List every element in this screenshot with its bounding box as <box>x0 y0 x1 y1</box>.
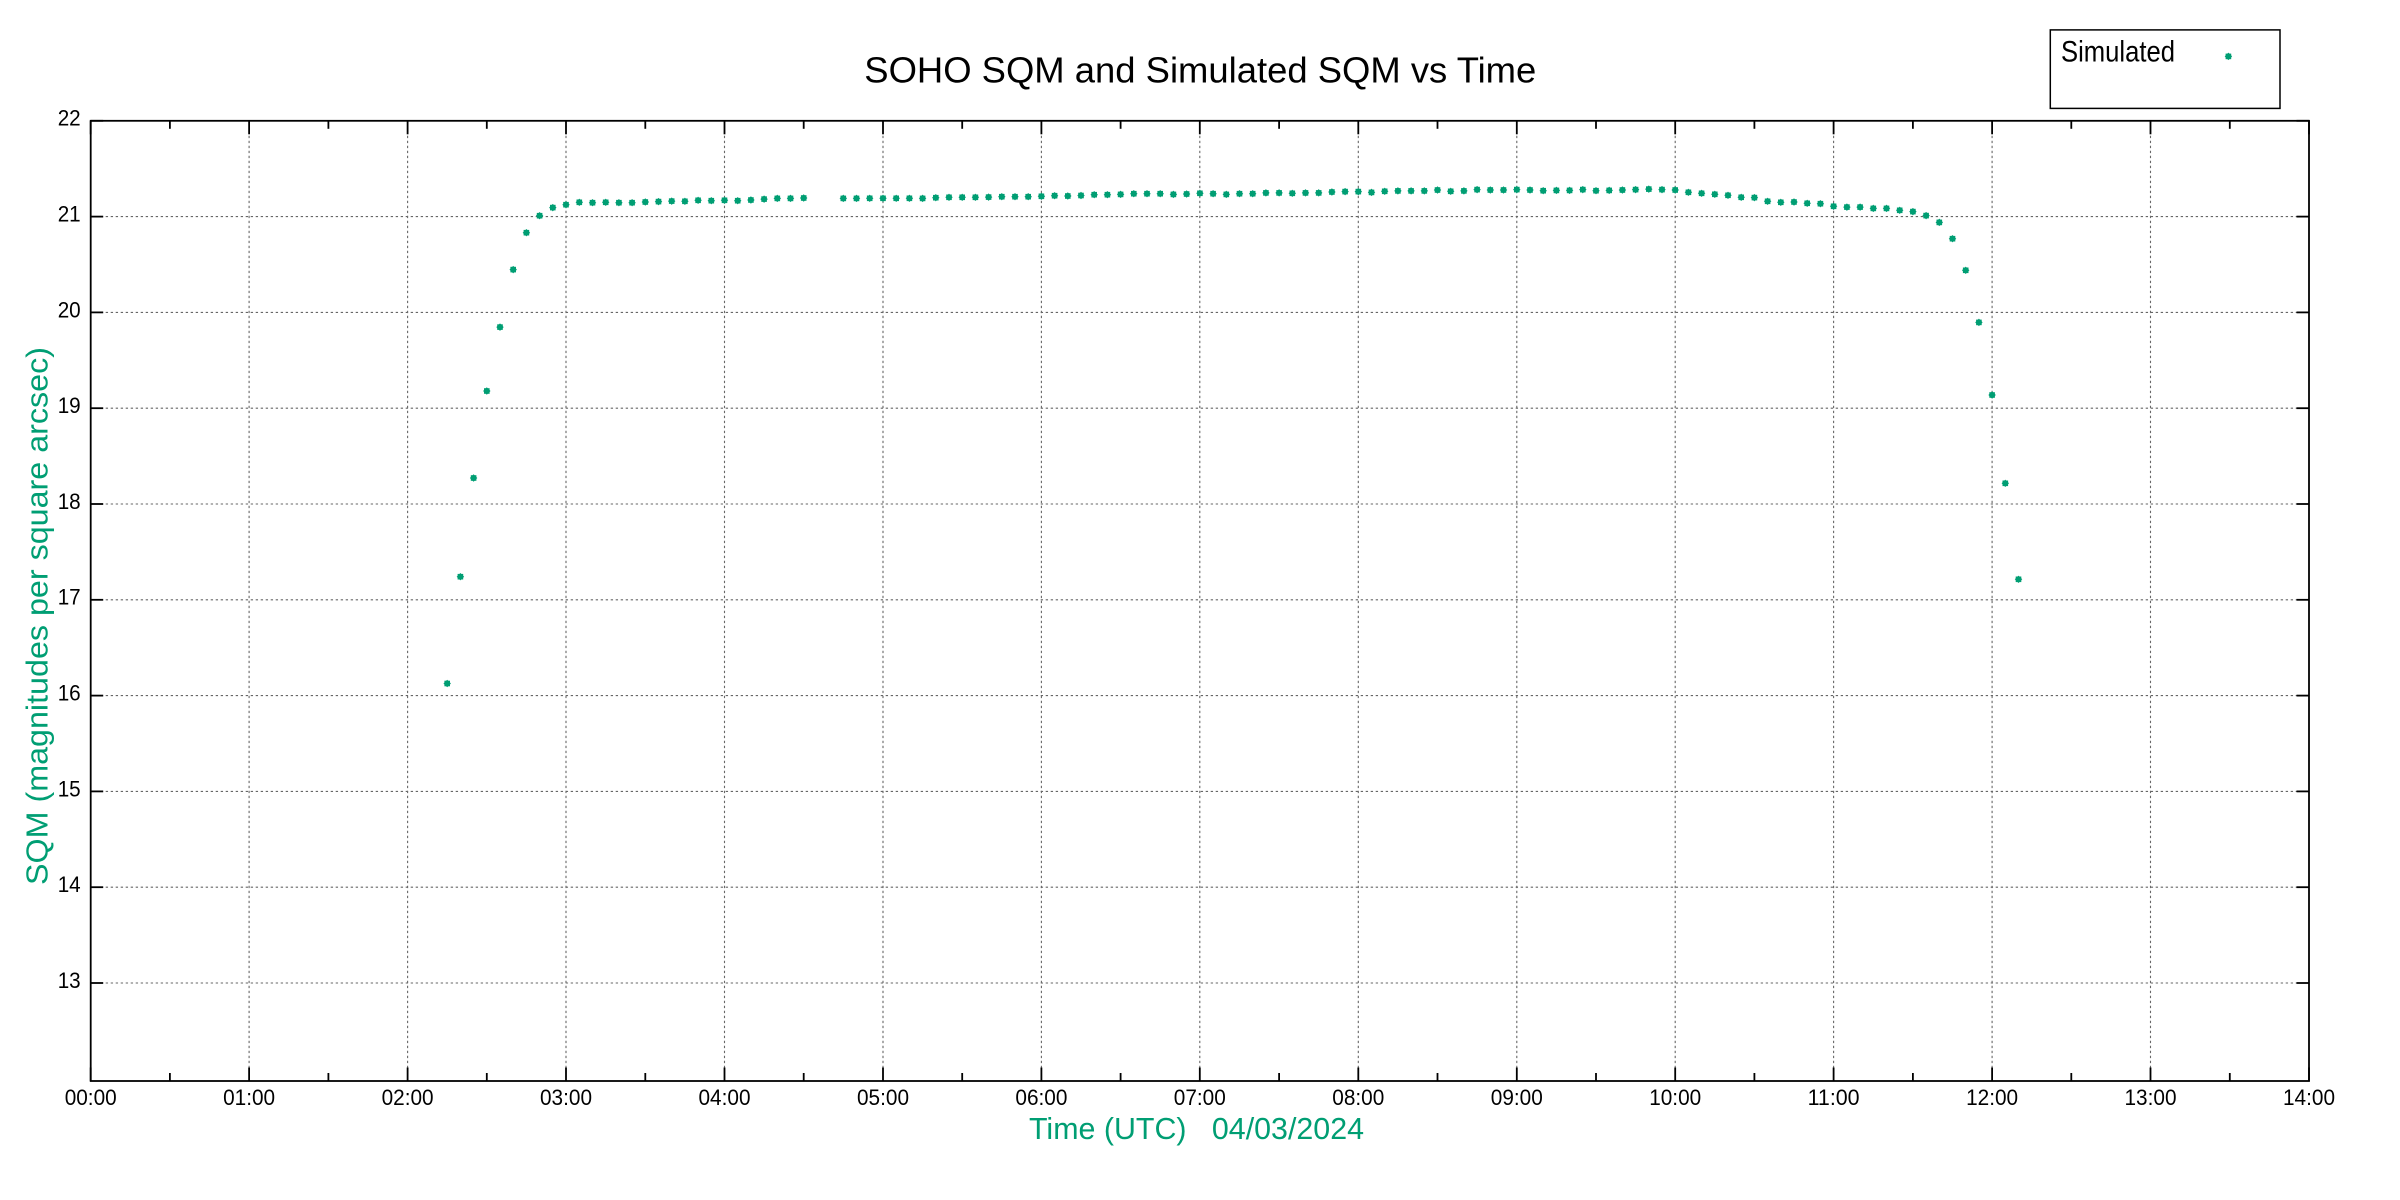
svg-text:18: 18 <box>58 489 81 514</box>
svg-text:00:00: 00:00 <box>65 1085 117 1110</box>
svg-text:21: 21 <box>58 202 81 227</box>
svg-text:03:00: 03:00 <box>540 1085 592 1110</box>
svg-text:10:00: 10:00 <box>1649 1085 1701 1110</box>
svg-text:Time (UTC) 04/03/2024: Time (UTC) 04/03/2024 <box>1029 1111 1364 1146</box>
svg-text:Simulated: Simulated <box>2061 35 2175 68</box>
svg-text:07:00: 07:00 <box>1174 1085 1226 1110</box>
svg-text:05:00: 05:00 <box>857 1085 909 1110</box>
svg-text:19: 19 <box>58 393 81 418</box>
svg-text:12:00: 12:00 <box>1966 1085 2018 1110</box>
svg-text:17: 17 <box>58 585 81 610</box>
svg-text:08:00: 08:00 <box>1332 1085 1384 1110</box>
svg-text:13:00: 13:00 <box>2125 1085 2177 1110</box>
svg-text:14:00: 14:00 <box>2283 1085 2335 1110</box>
svg-text:09:00: 09:00 <box>1491 1085 1543 1110</box>
svg-text:13: 13 <box>58 968 81 993</box>
svg-text:15: 15 <box>58 776 81 801</box>
svg-text:01:00: 01:00 <box>223 1085 275 1110</box>
svg-text:SQM (magnitudes per square arc: SQM (magnitudes per square arcsec) <box>20 347 55 885</box>
svg-text:14: 14 <box>58 872 81 897</box>
svg-text:22: 22 <box>58 106 81 131</box>
svg-text:11:00: 11:00 <box>1808 1085 1860 1110</box>
svg-text:20: 20 <box>58 297 81 322</box>
svg-text:02:00: 02:00 <box>382 1085 434 1110</box>
svg-text:04:00: 04:00 <box>699 1085 751 1110</box>
svg-text:SOHO SQM and Simulated SQM vs: SOHO SQM and Simulated SQM vs Time <box>864 50 1536 91</box>
svg-text:16: 16 <box>58 681 81 706</box>
svg-text:06:00: 06:00 <box>1015 1085 1067 1110</box>
